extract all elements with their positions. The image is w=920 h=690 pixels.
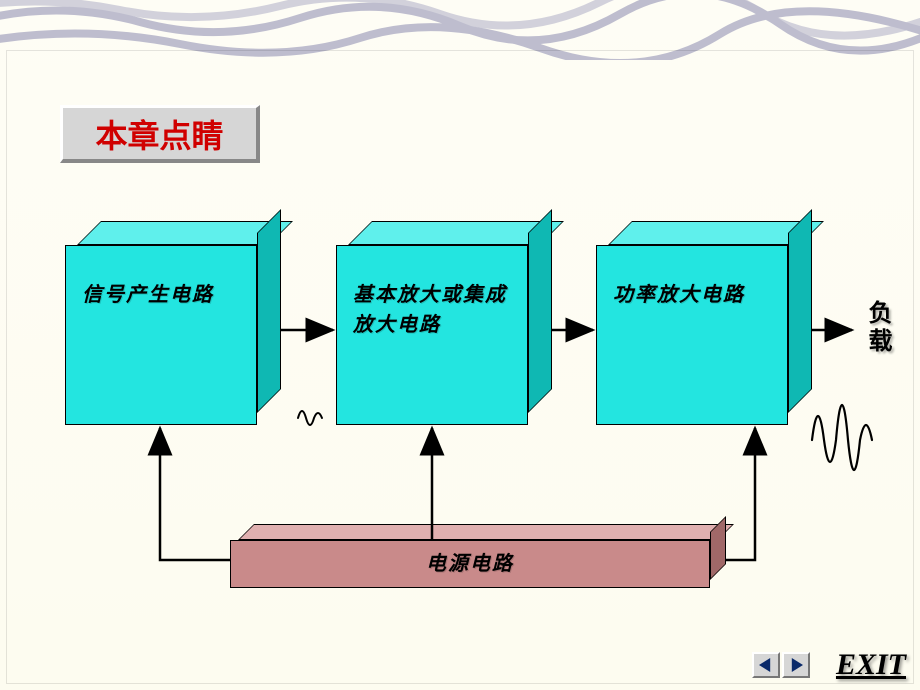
nav-button-group (752, 652, 810, 678)
output-load-label: 负载 (860, 300, 895, 356)
block-signal-generation: 信号产生电路 (65, 245, 257, 425)
block-amplifier-label: 基本放大或集成放大电路 (353, 280, 511, 340)
block-amplifier: 基本放大或集成放大电路 (336, 245, 528, 425)
block-power-supply-label: 电源电路 (247, 549, 693, 579)
prev-button[interactable] (752, 652, 780, 678)
block-diagram: 信号产生电路 基本放大或集成放大电路 功率放大电路 电源电路 负载 (0, 0, 920, 690)
block-power-supply: 电源电路 (230, 540, 710, 588)
block-power-amp-label: 功率放大电路 (613, 280, 745, 310)
block-signal-generation-label: 信号产生电路 (82, 280, 214, 310)
next-button[interactable] (782, 652, 810, 678)
triangle-right-icon (789, 658, 803, 672)
triangle-left-icon (759, 658, 773, 672)
exit-button[interactable]: EXIT (836, 648, 906, 682)
block-power-amp: 功率放大电路 (596, 245, 788, 425)
